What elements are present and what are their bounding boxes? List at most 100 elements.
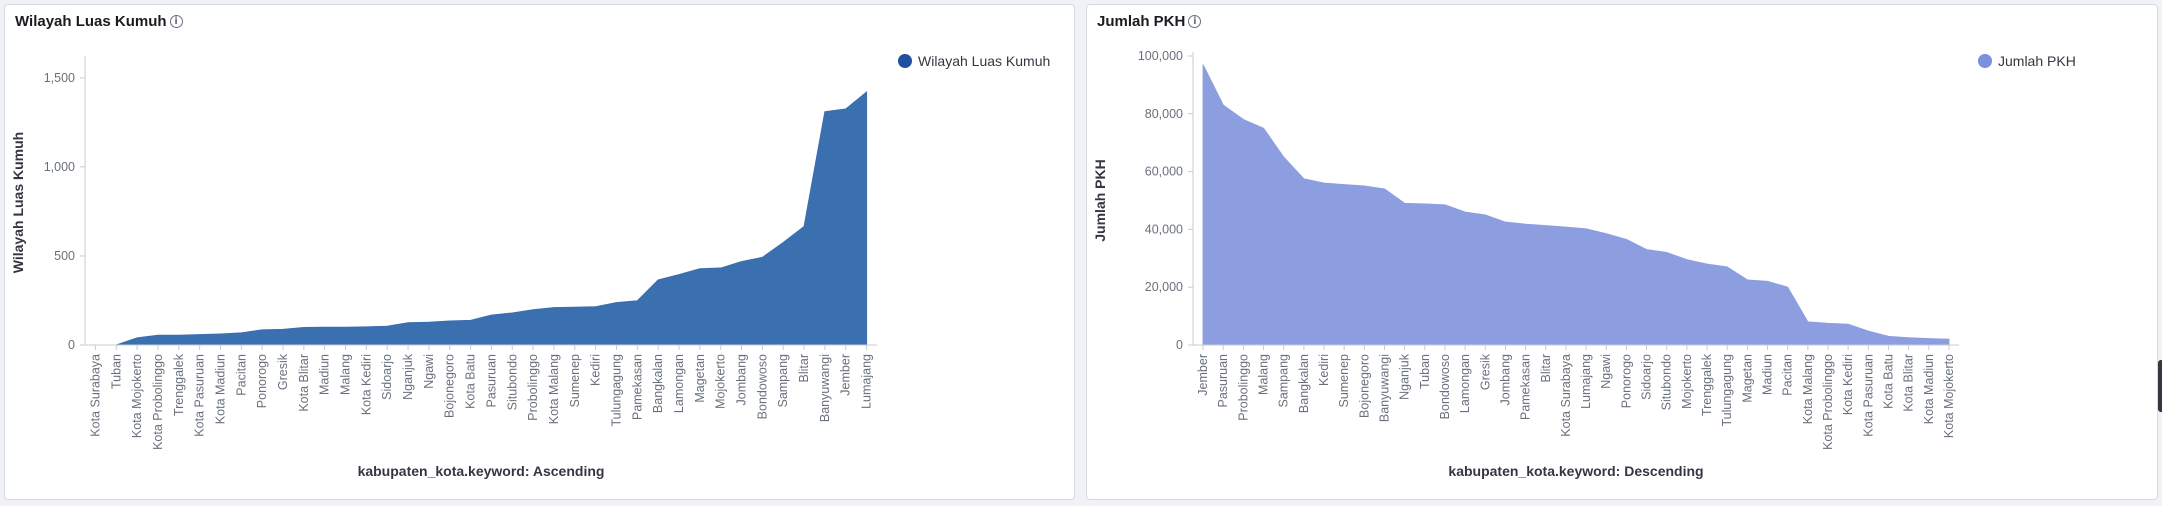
data-point[interactable] [134, 335, 140, 341]
data-point[interactable] [1623, 237, 1629, 243]
data-point[interactable] [1744, 277, 1750, 283]
data-point[interactable] [343, 324, 349, 330]
data-point[interactable] [363, 324, 369, 330]
data-point[interactable] [280, 326, 286, 332]
data-point[interactable] [551, 305, 557, 311]
data-point[interactable] [1684, 257, 1690, 263]
data-point[interactable] [488, 312, 494, 318]
data-point[interactable] [1301, 176, 1307, 182]
data-point[interactable] [739, 259, 745, 265]
x-tick-label: Lumajang [1579, 354, 1593, 409]
x-tick-label: Gresik [1478, 353, 1492, 390]
data-point[interactable] [1281, 154, 1287, 160]
data-point[interactable] [1724, 264, 1730, 270]
data-point[interactable] [676, 272, 682, 278]
data-point[interactable] [301, 325, 307, 331]
data-point[interactable] [1321, 180, 1327, 186]
x-tick-label: Kota Kediri [359, 354, 373, 415]
data-point[interactable] [1200, 62, 1206, 68]
data-point[interactable] [1220, 102, 1226, 108]
data-point[interactable] [426, 319, 432, 325]
legend[interactable]: Jumlah PKH [1978, 53, 2076, 69]
data-point[interactable] [801, 224, 807, 230]
data-point[interactable] [322, 324, 328, 330]
data-point[interactable] [822, 109, 828, 115]
data-point[interactable] [1865, 328, 1871, 334]
data-point[interactable] [509, 310, 515, 316]
data-point[interactable] [197, 332, 203, 338]
x-tick-label: Kota Surabaya [1559, 354, 1573, 437]
data-point[interactable] [1240, 117, 1246, 123]
x-tick-label: Banyuwangi [818, 354, 832, 422]
data-point[interactable] [155, 332, 161, 338]
data-point[interactable] [634, 298, 640, 304]
data-point[interactable] [384, 323, 390, 329]
data-point[interactable] [1341, 182, 1347, 188]
data-point[interactable] [1261, 125, 1267, 131]
data-point[interactable] [1825, 320, 1831, 326]
data-point[interactable] [1704, 261, 1710, 267]
data-point[interactable] [1885, 333, 1891, 339]
data-point[interactable] [1502, 219, 1508, 225]
data-point[interactable] [1543, 223, 1549, 229]
data-point[interactable] [530, 307, 536, 313]
x-tick-label: Kota Batu [464, 354, 478, 409]
data-point[interactable] [572, 304, 578, 310]
data-point[interactable] [1583, 226, 1589, 232]
data-point[interactable] [780, 240, 786, 246]
data-point[interactable] [259, 327, 265, 333]
y-tick-label: 20,000 [1145, 280, 1183, 294]
data-point[interactable] [405, 320, 411, 326]
x-tick-label: Situbondo [1660, 354, 1674, 410]
data-point[interactable] [1523, 221, 1529, 227]
info-icon[interactable]: i [1188, 15, 1202, 28]
data-point[interactable] [697, 266, 703, 272]
data-point[interactable] [613, 300, 619, 306]
data-point[interactable] [593, 304, 599, 310]
data-point[interactable] [1644, 247, 1650, 253]
x-tick-label: Kota Blitar [297, 354, 311, 412]
x-tick-label: Kota Malang [1801, 354, 1815, 424]
data-point[interactable] [1906, 335, 1912, 341]
data-point[interactable] [238, 330, 244, 336]
x-tick-label: Trenggalek [1700, 353, 1714, 416]
data-point[interactable] [1442, 202, 1448, 208]
data-point[interactable] [1765, 278, 1771, 284]
data-point[interactable] [1482, 212, 1488, 218]
data-point[interactable] [1422, 201, 1428, 207]
data-point[interactable] [468, 317, 474, 323]
data-point[interactable] [1845, 321, 1851, 327]
data-point[interactable] [1805, 319, 1811, 325]
data-point[interactable] [864, 89, 870, 95]
series-area[interactable] [95, 91, 868, 346]
chart-panel-jumlah-pkh: Jumlah PKH i 0 20,000 40,000 60,000 80,000 10… [1086, 4, 2158, 500]
data-point[interactable] [1462, 209, 1468, 215]
data-point[interactable] [1402, 200, 1408, 206]
y-tick-label: 80,000 [1145, 107, 1183, 121]
data-point[interactable] [1785, 284, 1791, 290]
data-point[interactable] [176, 332, 182, 338]
data-point[interactable] [1946, 336, 1952, 342]
x-axis-title: kabupaten_kota.keyword: Descending [1448, 463, 1703, 479]
x-tick-label: Pacitan [234, 354, 248, 396]
data-point[interactable] [1563, 224, 1569, 230]
x-tick-label: Tulungagung [1720, 354, 1734, 427]
side-panel-handle[interactable] [2158, 360, 2162, 412]
data-point[interactable] [759, 254, 765, 260]
series-area[interactable] [1202, 64, 1950, 346]
legend[interactable]: Wilayah Luas Kumuh [898, 53, 1050, 69]
area-chart-jumlah-pkh: 0 20,000 40,000 60,000 80,000 100,000 Jember Pa… [1092, 49, 2076, 479]
data-point[interactable] [447, 318, 453, 324]
x-tick-label: Pamekasan [1519, 354, 1533, 420]
data-point[interactable] [1361, 183, 1367, 189]
data-point[interactable] [718, 265, 724, 271]
data-point[interactable] [843, 106, 849, 112]
info-icon[interactable]: i [169, 15, 183, 28]
data-point[interactable] [1382, 186, 1388, 192]
data-point[interactable] [217, 331, 223, 337]
data-point[interactable] [655, 277, 661, 283]
x-tick-label: Madiun [1761, 354, 1775, 395]
data-point[interactable] [1664, 250, 1670, 256]
data-point[interactable] [1926, 336, 1932, 342]
data-point[interactable] [1603, 231, 1609, 237]
